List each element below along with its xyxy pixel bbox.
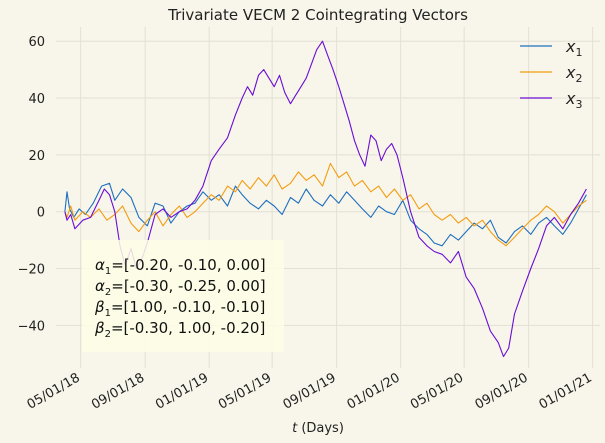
legend-label-x3: x3 bbox=[565, 89, 582, 111]
x-axis-label-unit: (Days) bbox=[297, 421, 344, 436]
y-tick-label: −20 bbox=[18, 263, 45, 278]
y-tick-label: 20 bbox=[28, 149, 45, 164]
annotation-symbol: β bbox=[94, 319, 105, 337]
legend-label-sub: 1 bbox=[575, 46, 582, 59]
legend-label-base: x bbox=[565, 89, 576, 108]
annotation-subscript: 1 bbox=[105, 308, 111, 319]
annotation-line: β2=[-0.30, 1.00, -0.20] bbox=[94, 319, 265, 340]
annotation-box bbox=[82, 240, 284, 352]
grid bbox=[56, 27, 600, 368]
parameter-annotation: α1=[-0.20, -0.10, 0.00]α2=[-0.30, -0.25,… bbox=[82, 240, 284, 352]
series-line-x1 bbox=[64, 182, 587, 247]
y-tick-label: 60 bbox=[28, 35, 45, 50]
annotation-symbol: β bbox=[94, 298, 105, 316]
x-axis-label-var: t bbox=[292, 421, 298, 436]
x-axis-label: t (Days) bbox=[292, 421, 344, 436]
annotation-value: =[-0.20, -0.10, 0.00] bbox=[111, 256, 265, 274]
series-line-x2 bbox=[64, 162, 587, 247]
annotation-subscript: 1 bbox=[105, 266, 111, 277]
chart-title: Trivariate VECM 2 Cointegrating Vectors bbox=[167, 6, 468, 24]
y-tick-labels: −40 −20 0 20 40 60 bbox=[18, 35, 45, 334]
annotation-subscript: 2 bbox=[105, 329, 111, 340]
annotation-value: =[-0.30, -0.25, 0.00] bbox=[111, 277, 265, 295]
annotation-value: =[-0.30, 1.00, -0.20] bbox=[111, 319, 265, 337]
annotation-symbol: α bbox=[95, 256, 105, 274]
annotation-subscript: 2 bbox=[105, 287, 111, 298]
legend-label-sub: 2 bbox=[575, 72, 582, 85]
legend-label-base: x bbox=[565, 63, 576, 82]
annotation-line: β1=[1.00, -0.10, -0.10] bbox=[94, 298, 265, 319]
y-tick-label: 0 bbox=[37, 206, 45, 221]
annotation-line: α2=[-0.30, -0.25, 0.00] bbox=[95, 277, 266, 298]
annotation-symbol: α bbox=[95, 277, 105, 295]
annotation-line: α1=[-0.20, -0.10, 0.00] bbox=[95, 256, 266, 277]
legend-label-base: x bbox=[565, 37, 576, 56]
annotation-value: =[1.00, -0.10, -0.10] bbox=[111, 298, 265, 316]
y-tick-label: 40 bbox=[28, 92, 45, 107]
legend-label-sub: 3 bbox=[575, 98, 582, 111]
legend-label-x1: x1 bbox=[565, 37, 582, 59]
y-tick-label: −40 bbox=[18, 319, 45, 334]
legend-label-x2: x2 bbox=[565, 63, 582, 85]
